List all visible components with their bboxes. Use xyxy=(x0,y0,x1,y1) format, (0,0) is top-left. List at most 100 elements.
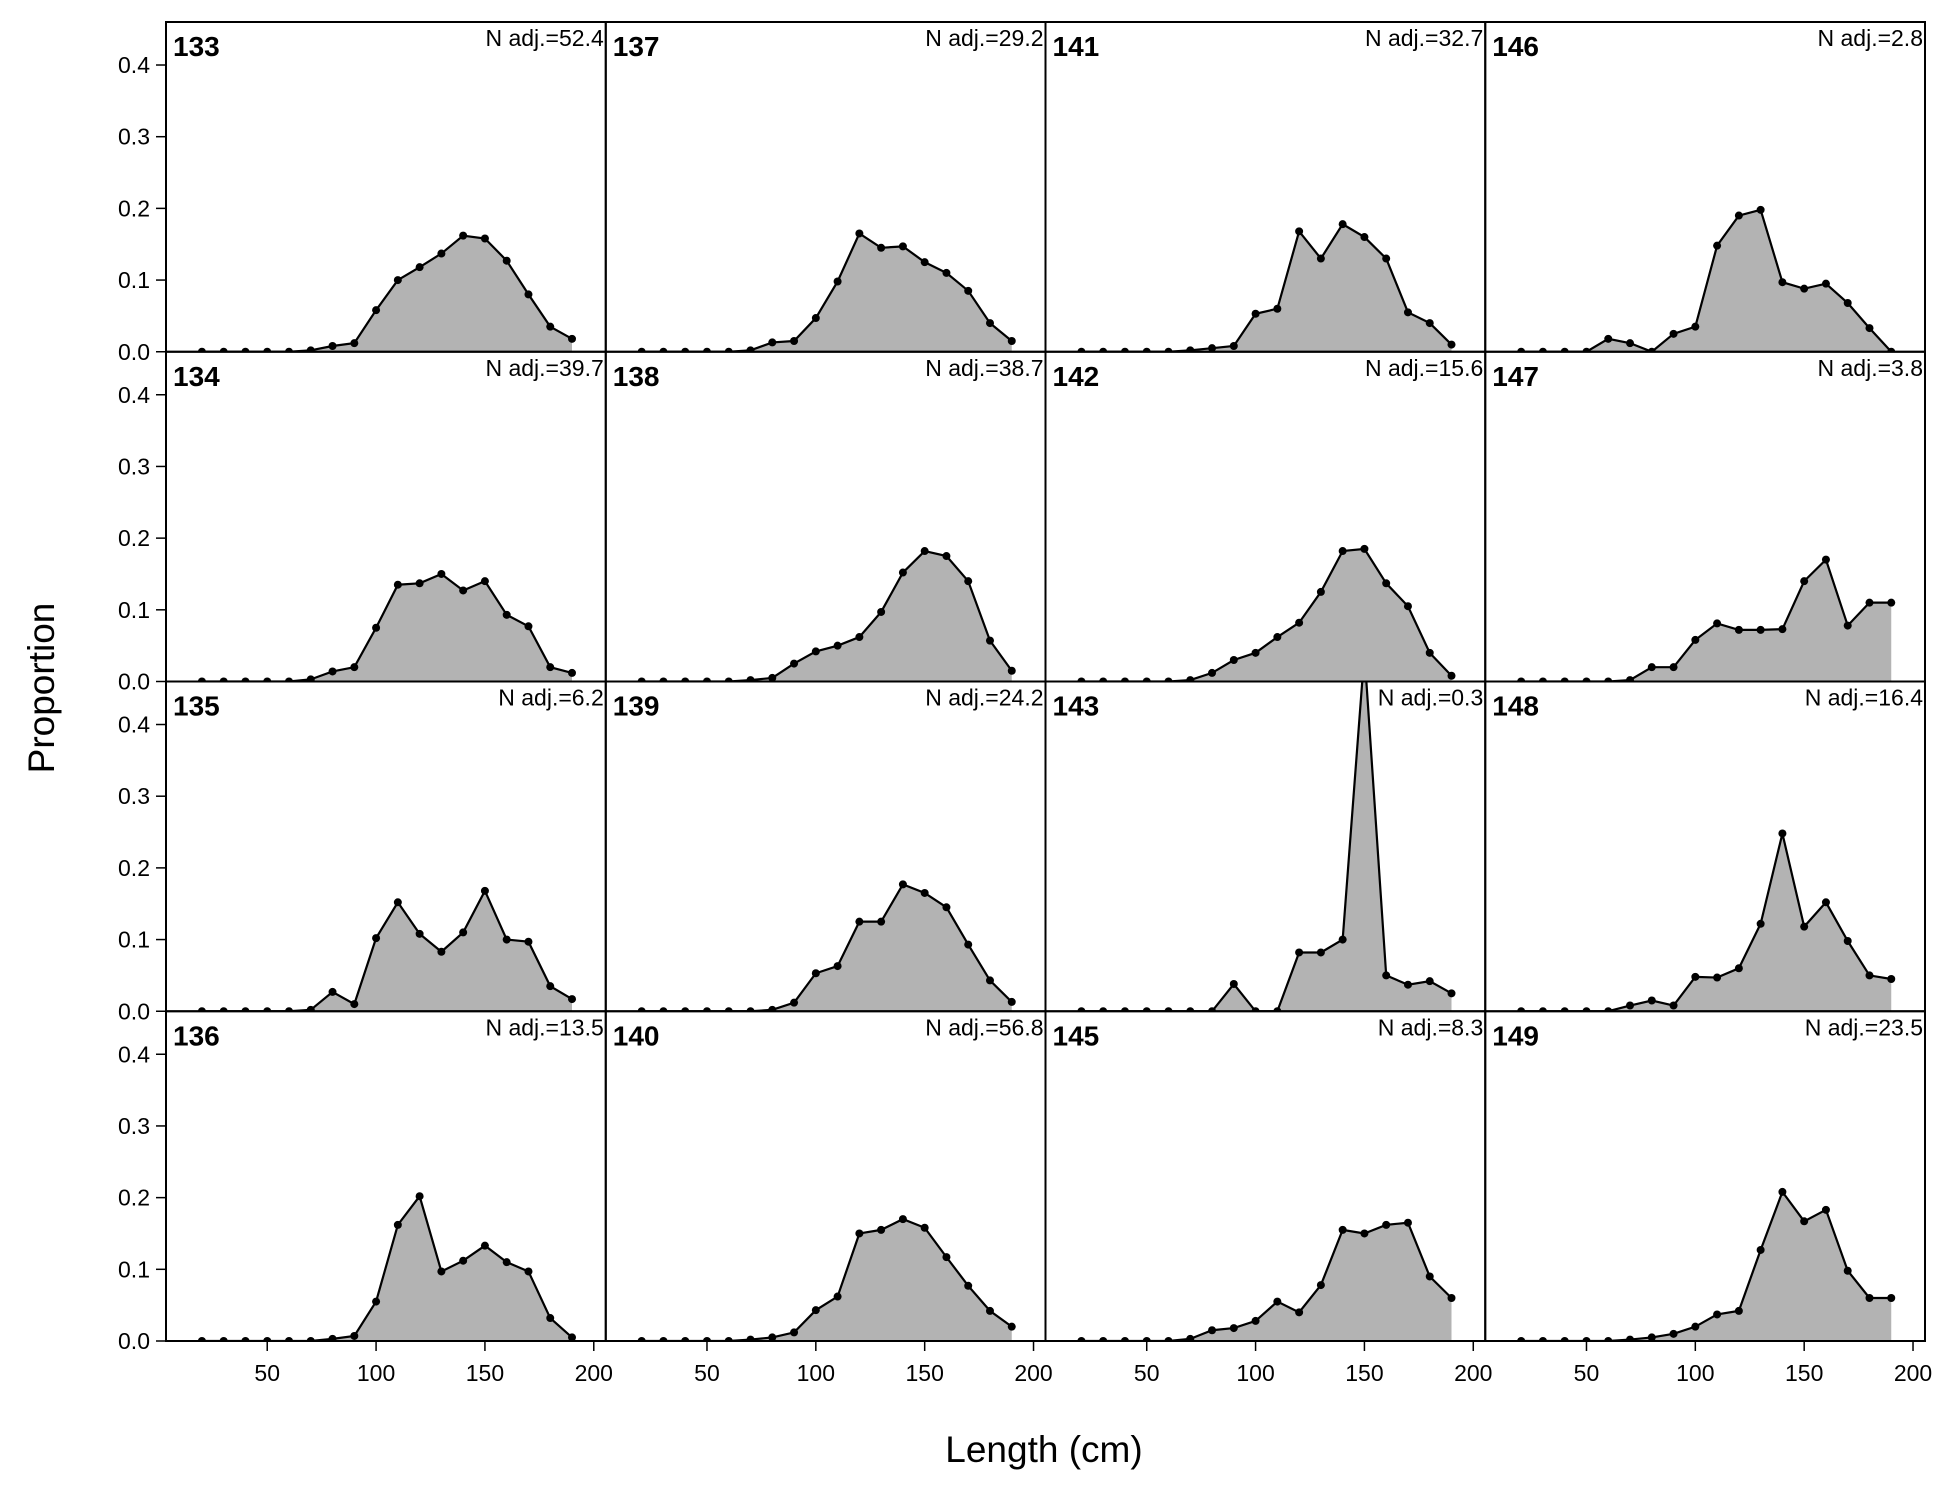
point xyxy=(437,1267,446,1276)
point xyxy=(1208,1326,1217,1335)
line xyxy=(1081,547,1453,682)
y-tick-label: 0.3 xyxy=(118,453,150,479)
point xyxy=(964,1281,973,1290)
point xyxy=(855,1229,864,1238)
x-tick-label: 100 xyxy=(357,1360,395,1386)
panel-plot xyxy=(637,229,1016,352)
y-tick-label: 0.1 xyxy=(118,927,150,953)
point xyxy=(1734,1306,1743,1315)
point xyxy=(1295,948,1304,957)
point xyxy=(1626,676,1635,682)
point xyxy=(833,1292,842,1301)
point xyxy=(502,610,511,619)
y-tick-label: 0.2 xyxy=(118,525,150,551)
point xyxy=(985,1306,994,1315)
point xyxy=(328,1334,337,1341)
y-tick-label: 0.2 xyxy=(118,195,150,221)
point xyxy=(1647,663,1656,672)
panel-title: 140 xyxy=(613,1020,660,1051)
y-tick-label: 0.0 xyxy=(118,998,150,1024)
panel-title: 148 xyxy=(1492,691,1539,722)
x-tick-label: 150 xyxy=(466,1360,504,1386)
point xyxy=(811,647,820,656)
point xyxy=(1756,1245,1765,1254)
point xyxy=(833,962,842,971)
point xyxy=(1295,1308,1304,1317)
point xyxy=(1800,577,1809,586)
panel-plot xyxy=(1077,1218,1456,1341)
point xyxy=(1186,1334,1195,1341)
panel-plot xyxy=(1517,555,1896,682)
point xyxy=(480,577,489,586)
point xyxy=(746,676,755,682)
point xyxy=(1425,1272,1434,1281)
point xyxy=(1316,948,1325,957)
point xyxy=(437,569,446,578)
point xyxy=(328,667,337,676)
point xyxy=(1713,973,1722,982)
point xyxy=(1669,329,1678,338)
point xyxy=(1382,254,1391,263)
point xyxy=(1229,342,1238,351)
point xyxy=(1208,344,1217,352)
point xyxy=(746,1335,755,1341)
y-tick-label: 0.1 xyxy=(118,597,150,623)
point xyxy=(1295,227,1304,236)
point xyxy=(1186,346,1195,352)
point xyxy=(1800,284,1809,293)
area xyxy=(1081,224,1452,352)
point xyxy=(942,903,951,912)
point xyxy=(502,256,511,265)
area xyxy=(641,884,1012,1012)
point xyxy=(964,940,973,949)
point xyxy=(524,937,533,946)
point xyxy=(877,917,886,926)
point xyxy=(811,1306,820,1315)
area xyxy=(201,890,573,1012)
area xyxy=(201,1196,573,1341)
point xyxy=(1403,602,1412,611)
point xyxy=(350,1331,359,1340)
point xyxy=(942,1253,951,1262)
x-tick-label: 150 xyxy=(1785,1360,1823,1386)
point xyxy=(833,641,842,650)
panel-title: 143 xyxy=(1053,691,1100,722)
point xyxy=(546,322,555,331)
panel-annotation: N adj.=23.5 xyxy=(1805,1014,1923,1040)
area xyxy=(641,551,1012,682)
point xyxy=(1338,220,1347,229)
point xyxy=(985,636,994,645)
point xyxy=(1887,1293,1896,1302)
point xyxy=(855,229,864,238)
panel-annotation: N adj.=29.2 xyxy=(925,25,1043,51)
panel-plot xyxy=(197,886,577,1012)
point xyxy=(942,268,951,277)
point xyxy=(1229,980,1238,989)
point xyxy=(855,917,864,926)
point xyxy=(1669,1329,1678,1338)
point xyxy=(1360,544,1369,553)
line xyxy=(641,1217,1013,1341)
y-tick-label: 0.0 xyxy=(118,1328,150,1354)
point xyxy=(920,1223,929,1232)
point xyxy=(1865,598,1874,607)
point xyxy=(524,290,533,299)
panel-title: 141 xyxy=(1053,31,1100,62)
point xyxy=(1691,1322,1700,1331)
point xyxy=(790,659,799,668)
x-tick-label: 100 xyxy=(797,1360,835,1386)
point xyxy=(1295,618,1304,627)
point xyxy=(1865,1293,1874,1302)
line xyxy=(1521,557,1892,682)
point xyxy=(1843,299,1852,308)
x-tick-label: 50 xyxy=(254,1360,280,1386)
point xyxy=(1316,254,1325,263)
panel-frame xyxy=(604,1010,1047,1342)
point xyxy=(480,1241,489,1250)
point xyxy=(833,277,842,286)
point xyxy=(1821,555,1830,564)
point xyxy=(768,673,777,682)
point xyxy=(1713,241,1722,250)
x-tick-label: 200 xyxy=(1894,1360,1932,1386)
